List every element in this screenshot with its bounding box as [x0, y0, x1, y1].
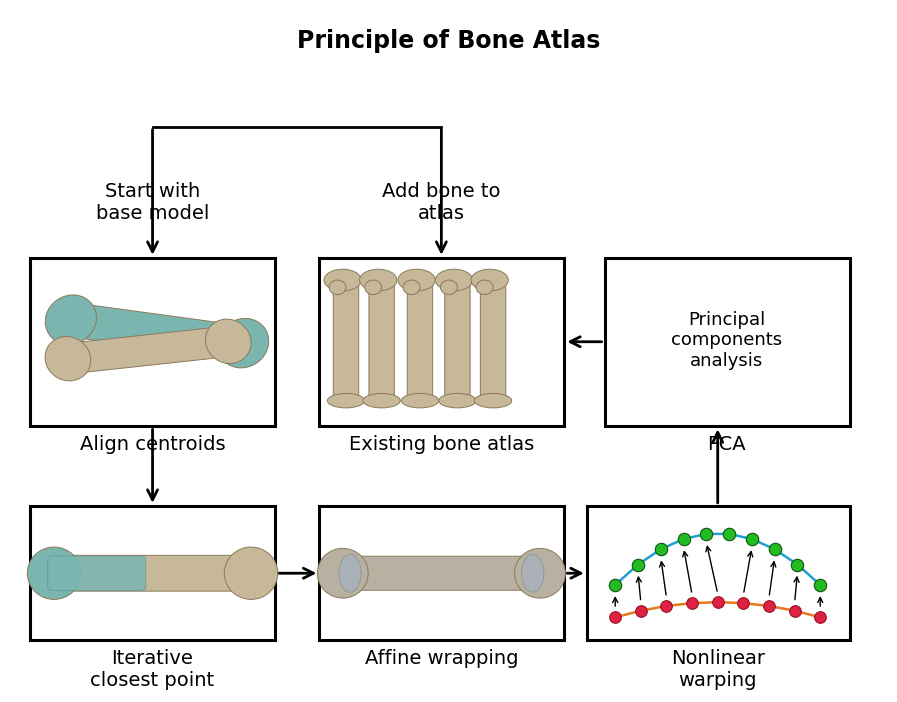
- Ellipse shape: [339, 555, 361, 592]
- Text: Nonlinear
warping: Nonlinear warping: [671, 649, 765, 690]
- Ellipse shape: [360, 270, 396, 291]
- Point: [762, 600, 776, 611]
- Text: Start with
base model: Start with base model: [96, 182, 209, 223]
- Ellipse shape: [327, 393, 364, 408]
- Point: [768, 543, 782, 555]
- Point: [676, 534, 691, 545]
- Ellipse shape: [365, 280, 381, 295]
- Point: [659, 600, 674, 611]
- FancyBboxPatch shape: [336, 556, 547, 590]
- Point: [736, 597, 751, 609]
- FancyBboxPatch shape: [605, 258, 849, 427]
- Ellipse shape: [27, 547, 81, 600]
- Ellipse shape: [45, 336, 91, 381]
- Ellipse shape: [324, 270, 361, 291]
- Ellipse shape: [435, 270, 473, 291]
- Ellipse shape: [521, 555, 544, 592]
- Ellipse shape: [205, 319, 251, 364]
- Text: Align centroids: Align centroids: [80, 435, 225, 454]
- FancyBboxPatch shape: [369, 278, 395, 403]
- FancyBboxPatch shape: [407, 278, 432, 403]
- Ellipse shape: [401, 393, 439, 408]
- FancyBboxPatch shape: [48, 556, 146, 590]
- Point: [654, 543, 668, 555]
- Text: Existing bone atlas: Existing bone atlas: [349, 435, 534, 454]
- Point: [788, 605, 802, 616]
- FancyBboxPatch shape: [334, 278, 359, 403]
- Point: [608, 611, 623, 623]
- FancyBboxPatch shape: [481, 278, 506, 403]
- Point: [608, 579, 623, 590]
- Ellipse shape: [475, 393, 511, 408]
- Text: Principal
components
analysis: Principal components analysis: [671, 310, 782, 370]
- Ellipse shape: [440, 280, 457, 295]
- Text: PCA: PCA: [708, 435, 746, 454]
- Ellipse shape: [224, 547, 278, 600]
- Point: [745, 534, 759, 545]
- Point: [710, 597, 725, 608]
- Ellipse shape: [476, 280, 493, 295]
- Ellipse shape: [515, 548, 565, 598]
- Ellipse shape: [403, 280, 420, 295]
- Point: [813, 579, 827, 590]
- Text: Add bone to
atlas: Add bone to atlas: [382, 182, 501, 223]
- Point: [633, 605, 648, 616]
- Point: [722, 529, 736, 540]
- FancyBboxPatch shape: [445, 278, 470, 403]
- Text: Iterative
closest point: Iterative closest point: [91, 649, 214, 690]
- Text: Affine wrapping: Affine wrapping: [364, 649, 518, 668]
- Point: [631, 559, 645, 570]
- FancyBboxPatch shape: [319, 258, 564, 427]
- Ellipse shape: [439, 393, 476, 408]
- FancyBboxPatch shape: [587, 505, 849, 640]
- Text: Principle of Bone Atlas: Principle of Bone Atlas: [297, 29, 600, 53]
- Ellipse shape: [318, 548, 368, 598]
- Ellipse shape: [363, 393, 400, 408]
- Point: [790, 559, 805, 570]
- FancyBboxPatch shape: [30, 505, 274, 640]
- Point: [685, 597, 700, 609]
- Ellipse shape: [329, 280, 346, 295]
- FancyBboxPatch shape: [319, 505, 564, 640]
- Ellipse shape: [398, 270, 435, 291]
- Ellipse shape: [471, 270, 509, 291]
- FancyBboxPatch shape: [61, 303, 253, 360]
- FancyBboxPatch shape: [60, 326, 237, 374]
- Point: [813, 611, 827, 623]
- FancyBboxPatch shape: [30, 258, 274, 427]
- Ellipse shape: [217, 319, 269, 368]
- Ellipse shape: [45, 295, 97, 345]
- FancyBboxPatch shape: [47, 555, 258, 591]
- Point: [699, 529, 713, 540]
